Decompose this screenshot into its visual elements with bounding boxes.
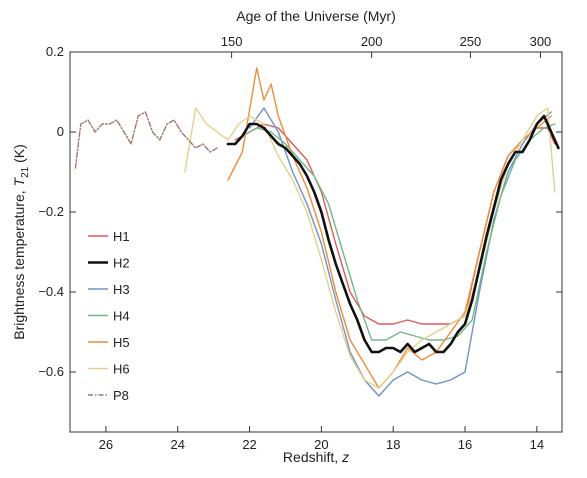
series-layer bbox=[74, 67, 560, 397]
series-line-h5 bbox=[227, 67, 552, 389]
x-tick-label: 26 bbox=[99, 437, 113, 452]
x-axis-top: 150 200 250 300 bbox=[221, 34, 552, 58]
top-axis-title: Age of the Universe (Myr) bbox=[236, 8, 396, 24]
y-tick-label: 0.2 bbox=[46, 44, 64, 59]
top-tick-label: 250 bbox=[460, 34, 482, 49]
x-axis-bottom: 26 24 22 20 18 16 14 bbox=[99, 426, 544, 452]
series-line-h2 bbox=[226, 114, 560, 354]
x-tick-label: 18 bbox=[386, 437, 400, 452]
legend-label-h4: H4 bbox=[113, 309, 130, 324]
series-line-h4 bbox=[241, 123, 556, 341]
x-tick-label: 20 bbox=[314, 437, 328, 452]
y-tick-label: 0 bbox=[57, 124, 64, 139]
y-axis: 0.2 0 −0.2 −0.4 −0.6 bbox=[38, 44, 562, 379]
y-tick-label: −0.2 bbox=[38, 204, 64, 219]
y-tick-label: −0.6 bbox=[38, 364, 64, 379]
series-line-h1 bbox=[234, 123, 556, 325]
x-tick-label: 24 bbox=[171, 437, 185, 452]
legend: H1 H2 H3 H4 H5 H6 P8 bbox=[88, 229, 130, 403]
legend-label-h3: H3 bbox=[113, 282, 130, 297]
y-tick-label: −0.4 bbox=[38, 284, 64, 299]
legend-label-h6: H6 bbox=[113, 362, 130, 377]
x-tick-label: 22 bbox=[242, 437, 256, 452]
legend-label-h5: H5 bbox=[113, 335, 130, 350]
x-axis-title: Redshift, z bbox=[283, 449, 349, 465]
top-tick-label: 200 bbox=[361, 34, 383, 49]
series-line-h6 bbox=[184, 107, 556, 389]
series-line-p8 bbox=[74, 111, 218, 169]
y-axis-title: Brightness temperature, T21 (K) bbox=[11, 144, 31, 340]
legend-label-h2: H2 bbox=[113, 256, 130, 271]
legend-label-p8: P8 bbox=[113, 388, 129, 403]
top-tick-label: 150 bbox=[221, 34, 243, 49]
legend-label-h1: H1 bbox=[113, 229, 130, 244]
plot-frame bbox=[69, 51, 563, 433]
x-tick-label: 14 bbox=[530, 437, 544, 452]
x-tick-label: 16 bbox=[458, 437, 472, 452]
top-tick-label: 300 bbox=[530, 34, 552, 49]
